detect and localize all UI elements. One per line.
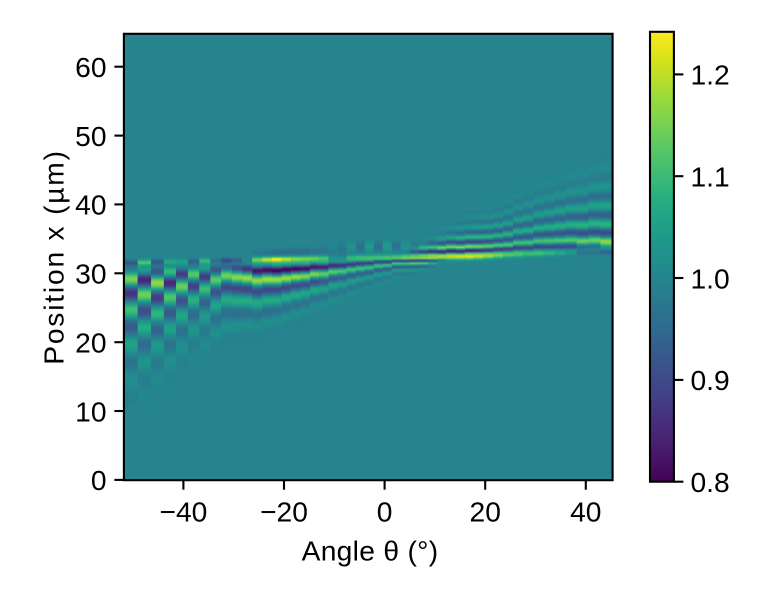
svg-text:50: 50 (75, 120, 106, 152)
svg-text:−20: −20 (260, 496, 308, 528)
svg-text:−40: −40 (159, 496, 207, 528)
svg-text:1.1: 1.1 (691, 161, 730, 193)
svg-text:10: 10 (75, 395, 106, 427)
svg-text:0.9: 0.9 (691, 364, 730, 396)
svg-text:Angle θ (°): Angle θ (°) (302, 535, 439, 567)
svg-text:40: 40 (570, 496, 601, 528)
svg-text:Position x (µm): Position x (µm) (38, 149, 70, 365)
svg-text:40: 40 (75, 189, 106, 221)
svg-text:30: 30 (75, 258, 106, 290)
svg-text:1.0: 1.0 (691, 262, 730, 294)
svg-text:1.2: 1.2 (691, 59, 730, 91)
svg-text:0: 0 (377, 496, 393, 528)
svg-text:60: 60 (75, 51, 106, 83)
svg-text:0: 0 (91, 464, 107, 496)
svg-text:20: 20 (75, 327, 106, 359)
svg-text:20: 20 (470, 496, 501, 528)
svg-text:0.8: 0.8 (691, 466, 730, 498)
